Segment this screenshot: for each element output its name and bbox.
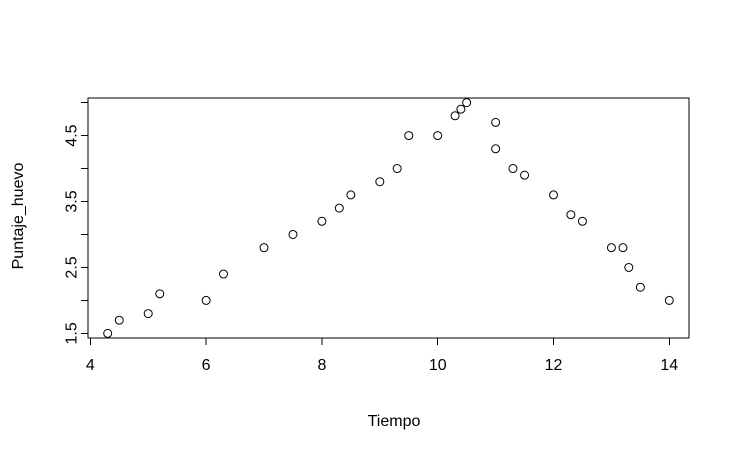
y-tick-label: 3.5 — [64, 190, 81, 212]
data-point — [288, 229, 298, 239]
data-point — [624, 262, 634, 272]
data-points — [103, 98, 674, 338]
y-axis-ticks: 1.5 2.5 3.5 4.5 — [64, 102, 88, 345]
data-point — [375, 177, 385, 187]
data-point — [456, 104, 466, 114]
data-point — [664, 295, 674, 305]
data-point — [549, 190, 559, 200]
plot-box — [87, 97, 690, 339]
x-tick-label: 8 — [317, 357, 326, 374]
data-point — [218, 269, 228, 279]
data-point — [155, 289, 165, 299]
data-point — [103, 328, 113, 338]
data-point — [114, 315, 124, 325]
y-tick-label: 2.5 — [64, 256, 81, 278]
data-point — [433, 131, 443, 141]
data-point — [566, 210, 576, 220]
x-tick-label: 4 — [86, 357, 95, 374]
data-point — [259, 243, 269, 253]
x-tick-label: 10 — [429, 357, 447, 374]
data-point — [491, 117, 501, 127]
data-point — [143, 309, 153, 319]
x-tick-label: 14 — [660, 357, 678, 374]
data-point — [201, 295, 211, 305]
x-axis-label: Tiempo — [368, 413, 421, 430]
data-point — [508, 164, 518, 174]
y-axis-label: Puntaje_huevo — [10, 163, 27, 270]
data-point — [334, 203, 344, 213]
data-point — [450, 111, 460, 121]
y-tick-label: 4.5 — [64, 124, 81, 146]
data-point — [346, 190, 356, 200]
y-tick-label: 1.5 — [64, 322, 81, 344]
data-point — [462, 98, 472, 108]
data-point — [317, 216, 327, 226]
data-point — [635, 282, 645, 292]
data-point — [606, 243, 616, 253]
data-point — [491, 144, 501, 154]
data-point — [392, 164, 402, 174]
data-point — [404, 131, 414, 141]
data-point — [520, 170, 530, 180]
x-tick-label: 6 — [202, 357, 211, 374]
data-point — [618, 243, 628, 253]
data-point — [577, 216, 587, 226]
x-axis-ticks: 4 6 8 10 12 14 — [86, 338, 678, 374]
x-tick-label: 12 — [545, 357, 563, 374]
